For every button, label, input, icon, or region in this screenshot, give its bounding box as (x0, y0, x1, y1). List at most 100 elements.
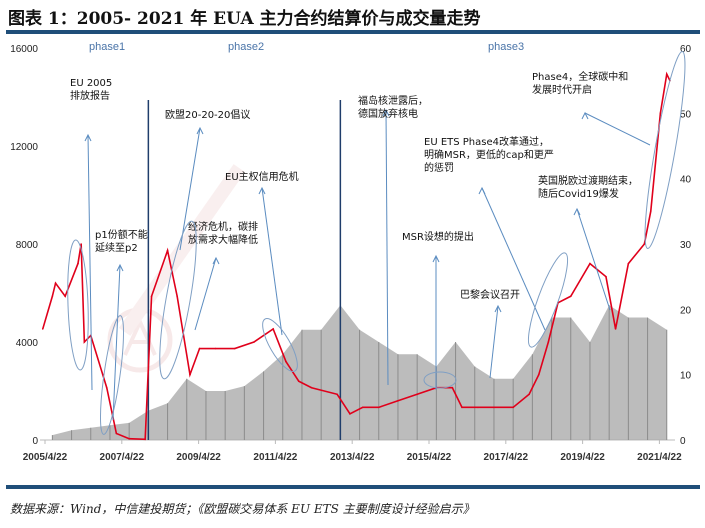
annotation-text: MSR设想的提出 (402, 230, 474, 243)
price-point (310, 386, 313, 389)
highlight-ellipse (527, 252, 569, 348)
annotation-text: 随后Covid19爆发 (538, 187, 619, 200)
watermark-logo (107, 164, 246, 373)
right-axis-tick: 10 (680, 371, 692, 382)
right-axis-tick: 50 (680, 109, 692, 120)
price-point (416, 393, 418, 396)
highlight-ellipse (67, 239, 89, 371)
arrowhead-icon (581, 111, 589, 120)
annotation-arrow (489, 305, 499, 379)
price-point (214, 347, 217, 350)
price-point (198, 347, 201, 350)
price-point (80, 243, 82, 245)
annotation-text: EU主权信用危机 (225, 170, 299, 183)
price-point (105, 386, 108, 389)
price-point (643, 243, 646, 245)
price-point (189, 373, 191, 376)
highlight-ellipse (423, 371, 457, 389)
annotation-text: 发展时代开启 (532, 83, 592, 96)
price-point (361, 406, 364, 409)
arrowhead-icon (212, 256, 220, 265)
left-axis-tick: 12000 (10, 142, 38, 153)
x-axis-tick: 2009/4/22 (176, 452, 221, 463)
annotation-text: 延续至p2 (95, 241, 138, 254)
price-point (397, 400, 399, 402)
price-point (569, 295, 572, 298)
highlight-ellipse (99, 315, 125, 435)
price-point (77, 262, 79, 265)
price-point (64, 295, 66, 298)
price-point (176, 295, 178, 298)
price-point (451, 386, 454, 389)
highlight-ellipse (262, 318, 298, 372)
highlight-ellipse (159, 220, 197, 380)
price-point (614, 328, 617, 330)
price-point (493, 406, 495, 409)
eua-price-volume-chart: 0 4000 8000 12000 16000 0 10 20 30 40 50 60 2005/4/2… (10, 41, 692, 463)
annotation-arrow (194, 257, 217, 331)
annotation-text: 排放报告 (70, 89, 110, 102)
source-note: 数据来源：Wind，中信建投期货；《欧盟碳交易体系 EU ETS 主要制度设计经… (10, 502, 475, 516)
annotation-text: 经济危机，碳排 (188, 220, 258, 233)
price-point (512, 406, 514, 409)
price-point (649, 210, 652, 213)
price-point (297, 380, 300, 383)
price-point (528, 393, 530, 396)
right-axis-tick: 40 (680, 175, 692, 186)
arrowhead-icon (494, 304, 502, 313)
arrowhead-icon (432, 254, 440, 263)
annotation-arrow (179, 127, 201, 251)
annotation-text: 明确MSR，更低的cap和更严 (424, 148, 554, 161)
phase-label: phase2 (228, 41, 264, 53)
price-point (477, 406, 479, 409)
x-axis-tick: 2015/4/22 (407, 452, 452, 463)
arrowhead-icon (382, 108, 390, 117)
price-point (115, 432, 118, 435)
x-axis-tick: 2007/4/22 (100, 452, 145, 463)
x-axis-tick: 2019/4/22 (560, 452, 605, 463)
annotation-text: EU ETS Phase4改革通过， (424, 135, 549, 148)
arrowhead-icon (258, 186, 266, 195)
left-axis-tick: 4000 (16, 338, 39, 349)
price-point (627, 262, 630, 265)
annotation-text: 德国放弃核电 (358, 107, 418, 120)
price-point (285, 360, 287, 363)
arrowhead-icon (478, 186, 486, 195)
price-point (253, 341, 255, 343)
arrowhead-icon (573, 207, 581, 216)
annotation-text: 巴黎会议召开 (460, 288, 520, 301)
price-point (54, 282, 57, 285)
right-axis-tick: 30 (680, 240, 692, 251)
price-point (537, 373, 540, 376)
price-point (377, 406, 380, 409)
price-point (41, 328, 44, 330)
arrowhead-icon (196, 126, 204, 135)
arrowhead-icon (84, 133, 92, 142)
right-axis-tick: 0 (680, 436, 686, 447)
source-rule (6, 485, 700, 489)
figure-title: 图表 1：2005- 2021 年 EUA 主力合约结算价与成交量走势 (8, 9, 481, 29)
price-line (41, 71, 671, 441)
price-point (51, 295, 54, 298)
price-point (589, 262, 591, 265)
highlight-ellipse (644, 51, 686, 249)
price-point (659, 112, 662, 115)
price-point (605, 275, 607, 278)
annotation-text: p1份额不能 (95, 228, 148, 241)
phase-label: phase1 (89, 41, 125, 53)
x-axis-tick: 2013/4/22 (330, 452, 375, 463)
annotation-text: 放需求大幅降低 (188, 233, 258, 246)
price-point (150, 295, 153, 298)
price-point (665, 73, 668, 75)
x-axis-tick: 2017/4/22 (484, 452, 529, 463)
price-point (144, 438, 146, 441)
watermark-band (118, 164, 246, 336)
x-axis-tick: 2021/4/22 (637, 452, 682, 463)
annotation-text: 欧盟20-20-20倡议 (165, 109, 250, 121)
price-point (336, 393, 338, 396)
annotation-arrow (261, 187, 283, 336)
annotation-arrow (481, 187, 546, 331)
price-point (461, 406, 463, 409)
left-axis-tick: 0 (32, 436, 38, 447)
x-axis-tick: 2011/4/22 (253, 452, 297, 463)
